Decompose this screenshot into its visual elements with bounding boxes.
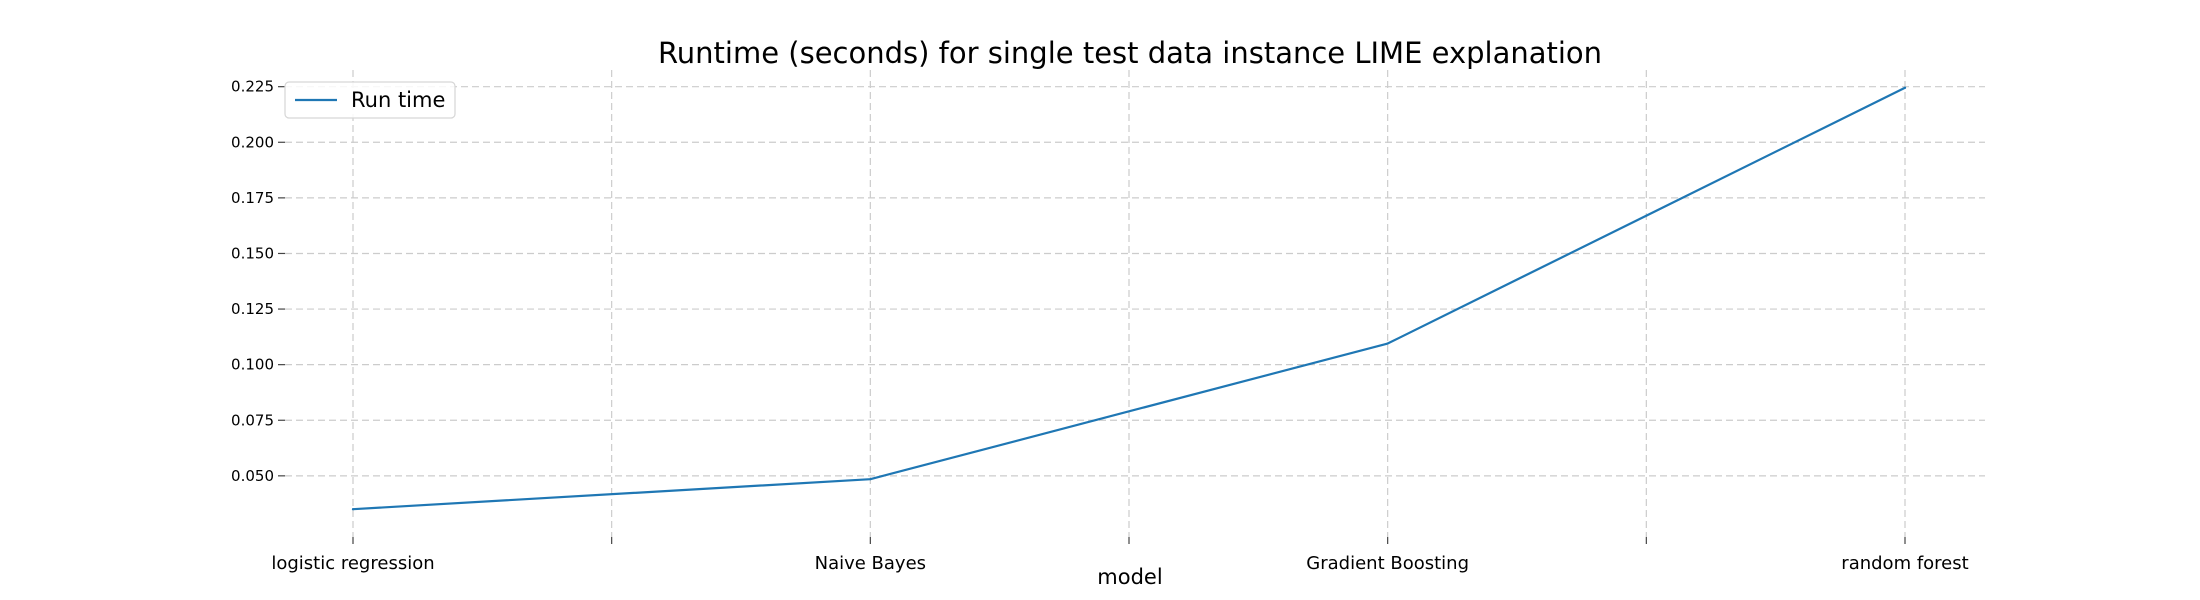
y-tick-label: 0.200 [231, 133, 274, 151]
x-tick-label: random forest [1841, 553, 1968, 574]
series-line-run-time [351, 86, 1907, 511]
y-tick-label: 0.150 [231, 244, 274, 262]
y-tick-label: 0.225 [231, 78, 274, 96]
y-tick-label: 0.175 [231, 189, 274, 207]
legend-box [284, 81, 456, 119]
y-tick-label: 0.050 [231, 467, 274, 485]
y-tick-label: 0.125 [231, 300, 274, 318]
x-tick-label: Gradient Boosting [1306, 553, 1469, 574]
x-tick-label: logistic regression [271, 553, 434, 574]
legend: Run time [284, 81, 456, 119]
y-tick-label: 0.075 [231, 411, 274, 429]
series-lines [351, 86, 1907, 511]
data-point [1386, 342, 1389, 345]
x-axis-ticks: logistic regression Naive Bayes Gradient B… [271, 537, 1969, 574]
chart-title: Runtime (seconds) for single test data i… [658, 36, 1602, 70]
x-axis-label: model [1097, 565, 1162, 589]
y-axis-ticks: 0.050 0.075 0.100 0.125 0.150 0.175 0.200 0.225 [231, 78, 285, 485]
legend-label: Run time [351, 88, 445, 112]
y-tick-label: 0.100 [231, 356, 274, 374]
data-point [1903, 86, 1907, 89]
grid-lines [285, 70, 1985, 537]
x-tick-label: Naive Bayes [815, 553, 926, 574]
data-point [351, 508, 355, 511]
data-point [869, 478, 872, 481]
